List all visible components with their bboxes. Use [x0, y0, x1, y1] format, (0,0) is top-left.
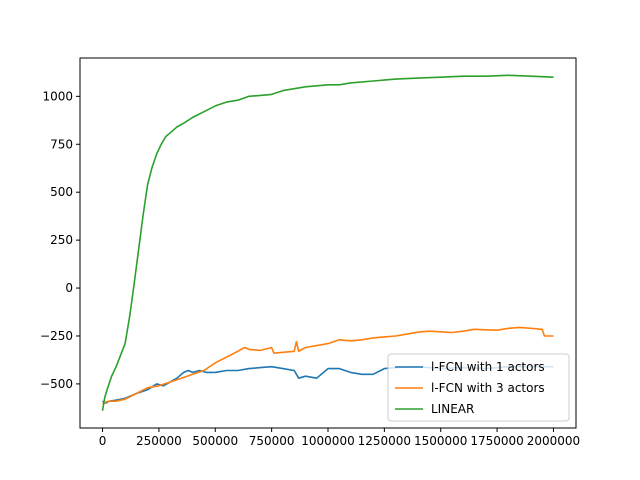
- x-tick-label: 0: [99, 434, 107, 448]
- legend-label-3: LINEAR: [431, 402, 474, 416]
- x-tick-label: 500000: [192, 434, 238, 448]
- y-tick-label: 1000: [42, 89, 73, 103]
- y-axis: −500 −250 0 250 500 750 1000: [40, 89, 80, 391]
- legend-box: [387, 353, 570, 422]
- x-tick-label: 250000: [136, 434, 182, 448]
- y-tick-label: 0: [65, 281, 73, 295]
- x-axis: 0 250000 500000 750000 1000000 1250000 1500000…: [99, 428, 580, 448]
- x-tick-label: 1500000: [414, 434, 467, 448]
- series-line-2: [102, 326, 554, 405]
- y-tick-label: 750: [50, 137, 73, 151]
- x-tick-label: 2000000: [527, 434, 580, 448]
- x-tick-label: 1750000: [470, 434, 523, 448]
- x-tick-label: 750000: [249, 434, 295, 448]
- x-tick-label: 1000000: [301, 434, 354, 448]
- legend-label-2: l-FCN with 3 actors: [431, 381, 545, 395]
- series-line-3: [101, 74, 554, 411]
- y-tick-label: −250: [40, 329, 73, 343]
- legend: l-FCN with 1 actors l-FCN with 3 actors LI…: [387, 353, 570, 422]
- y-tick-label: 500: [50, 185, 73, 199]
- y-tick-label: 250: [50, 233, 73, 247]
- y-tick-label: −500: [40, 377, 73, 391]
- x-tick-label: 1250000: [358, 434, 411, 448]
- legend-label-1: l-FCN with 1 actors: [431, 360, 545, 374]
